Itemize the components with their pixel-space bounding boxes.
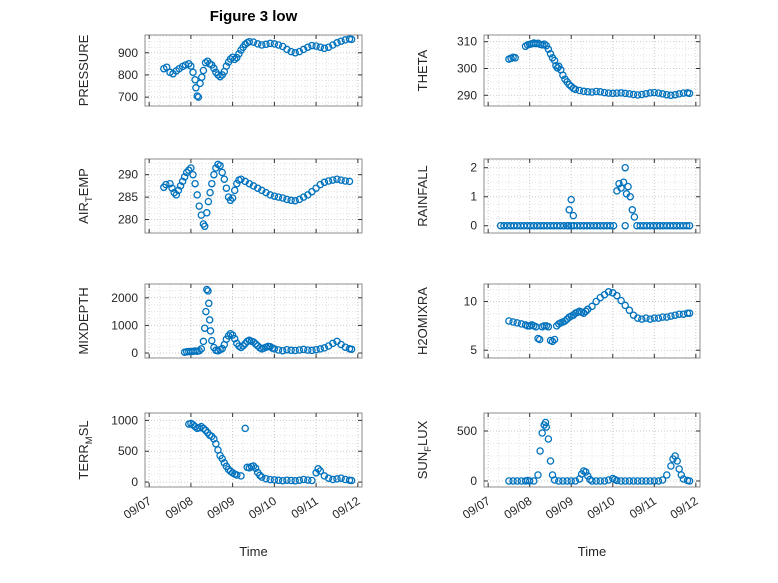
y-axis-label: AIRTEMP — [76, 168, 95, 224]
svg-text:300: 300 — [457, 61, 477, 75]
svg-text:09/09: 09/09 — [543, 494, 576, 522]
svg-text:0: 0 — [131, 346, 138, 360]
svg-text:1: 1 — [470, 190, 477, 204]
svg-text:09/07: 09/07 — [460, 494, 493, 522]
data-markers — [505, 418, 694, 485]
subplot-theta: 290 300 310 THETA — [415, 34, 701, 107]
axes-box — [483, 283, 701, 359]
data-markers — [180, 285, 356, 356]
svg-text:09/08: 09/08 — [163, 494, 196, 522]
y-axis-label: TERRMSL — [76, 420, 95, 479]
y-tick-labels: 5 10 — [464, 295, 478, 358]
axes-box — [144, 158, 363, 234]
x-axis-label-left: Time — [239, 544, 268, 559]
svg-text:09/07: 09/07 — [121, 494, 154, 522]
axes-box — [483, 34, 701, 107]
svg-text:09/12: 09/12 — [668, 494, 701, 522]
y-tick-labels: 290 300 310 — [457, 35, 477, 103]
figure-title: Figure 3 low — [209, 8, 298, 25]
svg-text:280: 280 — [118, 213, 138, 227]
y-axis-label: H2OMIXRA — [415, 287, 430, 355]
tick-marks — [145, 159, 362, 233]
x-tick-labels: 09/07 09/08 09/09 09/10 09/11 09/12 — [121, 494, 363, 522]
svg-text:800: 800 — [118, 68, 138, 82]
svg-text:310: 310 — [457, 35, 477, 49]
svg-text:500: 500 — [118, 444, 138, 458]
data-markers — [496, 163, 694, 230]
svg-text:5: 5 — [470, 343, 477, 357]
y-tick-labels: 0 1000 2000 — [111, 291, 138, 360]
svg-text:09/10: 09/10 — [246, 494, 279, 522]
grid — [145, 413, 362, 487]
subplot-h2omixra: 5 10 H2OMIXRA — [415, 283, 701, 359]
y-axis-label: PRESSURE — [76, 34, 91, 106]
x-tick-labels: 09/07 09/08 09/09 09/10 09/11 09/12 — [460, 494, 701, 522]
subplot-terr-msl: 0 500 1000 TERRMSL 09/07 09/08 09/09 09/10 09/11… — [76, 412, 363, 522]
y-tick-labels: 280 285 290 — [118, 168, 138, 227]
svg-text:0: 0 — [131, 475, 138, 489]
data-markers — [160, 35, 356, 101]
data-markers — [505, 288, 694, 346]
subplot-mixdepth: 0 1000 2000 MIXDEPTH — [76, 283, 363, 360]
svg-text:2: 2 — [470, 161, 477, 175]
svg-text:290: 290 — [457, 88, 477, 102]
y-tick-labels: 0 500 1000 — [111, 413, 138, 489]
axes-box — [144, 34, 363, 107]
svg-text:1000: 1000 — [111, 318, 138, 332]
svg-text:09/11: 09/11 — [289, 494, 321, 522]
svg-text:10: 10 — [464, 295, 478, 309]
y-axis-label: THETA — [415, 49, 430, 91]
tick-marks — [145, 35, 362, 106]
svg-text:09/12: 09/12 — [330, 494, 363, 522]
tick-marks — [145, 413, 362, 487]
y-tick-labels: 0 1 2 — [470, 161, 477, 233]
subplot-sun-flux: 0 500 SUNFLUX 09/07 09/08 09/09 09/10 09/11 09/1… — [415, 412, 701, 522]
tick-marks — [484, 284, 700, 358]
x-axis-label-right: Time — [577, 544, 607, 559]
grid — [484, 159, 700, 234]
svg-text:290: 290 — [118, 168, 138, 182]
svg-text:0: 0 — [470, 219, 477, 233]
y-tick-labels: 0 500 — [457, 424, 477, 488]
grid — [145, 159, 362, 233]
svg-text:900: 900 — [118, 46, 138, 60]
axes-box — [483, 412, 701, 488]
svg-text:500: 500 — [457, 424, 477, 438]
tick-marks — [145, 284, 362, 358]
grid — [484, 413, 700, 487]
data-markers — [160, 160, 354, 231]
subplot-pressure: 700 800 900 PRESSURE — [76, 34, 363, 107]
svg-text:09/09: 09/09 — [204, 494, 237, 522]
subplot-air-temp: 280 285 290 AIRTEMP — [76, 158, 363, 234]
axes-box — [483, 158, 701, 234]
svg-text:09/08: 09/08 — [502, 494, 535, 522]
svg-text:2000: 2000 — [111, 291, 138, 305]
svg-text:09/11: 09/11 — [627, 494, 659, 522]
y-axis-label: MIXDEPTH — [76, 287, 91, 354]
svg-text:700: 700 — [118, 90, 138, 104]
tick-marks — [484, 35, 700, 106]
svg-text:1000: 1000 — [111, 413, 138, 427]
axes-box — [144, 283, 363, 359]
tick-marks — [484, 159, 700, 233]
axes-box — [144, 412, 363, 488]
y-axis-label: RAINFALL — [415, 165, 430, 226]
svg-text:0: 0 — [470, 474, 477, 488]
y-tick-labels: 700 800 900 — [118, 46, 138, 104]
subplot-rainfall: 0 1 2 RAINFALL — [415, 158, 701, 234]
data-markers — [185, 419, 356, 485]
svg-text:09/10: 09/10 — [585, 494, 618, 522]
svg-text:285: 285 — [118, 190, 138, 204]
data-markers — [505, 39, 694, 100]
y-axis-label: SUNFLUX — [415, 420, 434, 479]
